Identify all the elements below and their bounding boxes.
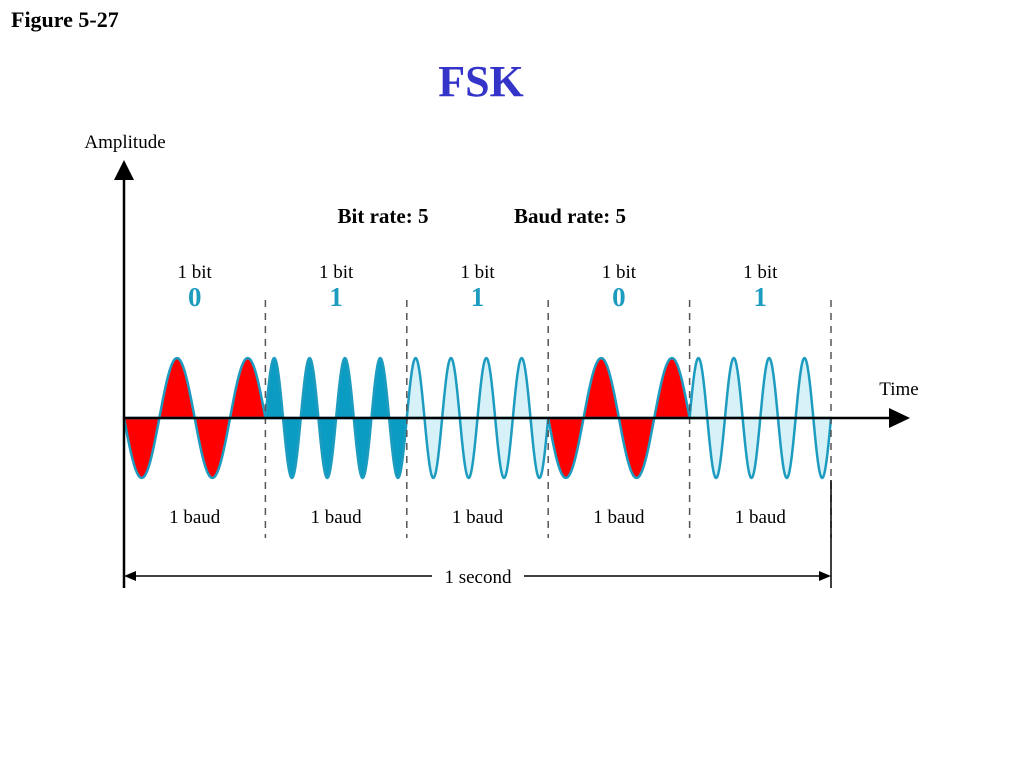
wave-lobe xyxy=(158,356,196,420)
waveforms xyxy=(122,356,833,480)
wave-lobe xyxy=(653,356,691,420)
bit-duration-label: 1 bit xyxy=(460,262,495,283)
wave-lobe xyxy=(776,416,797,480)
wave-lobe xyxy=(228,356,267,420)
wave-lobe xyxy=(352,416,373,480)
duration-arrow-right-icon xyxy=(819,571,831,581)
bit-duration-label: 1 bit xyxy=(602,262,637,283)
wave-lobe xyxy=(193,416,232,480)
baud-label: 1 baud xyxy=(735,507,787,528)
wave-lobe xyxy=(759,356,780,420)
wave-lobe xyxy=(741,416,762,480)
bit-value: 1 xyxy=(471,282,485,312)
y-axis-arrow-icon xyxy=(114,160,134,180)
wave-lobe xyxy=(440,356,462,420)
wave-lobe xyxy=(334,356,356,420)
wave-lobe xyxy=(582,356,621,420)
duration-marker: 1 second xyxy=(124,480,832,588)
wave-lobe xyxy=(812,416,833,480)
bit-duration-label: 1 bit xyxy=(743,262,778,283)
baud-label: 1 baud xyxy=(593,507,645,528)
wave-lobe xyxy=(511,356,532,420)
axes xyxy=(114,160,910,588)
wave-lobe xyxy=(794,356,815,420)
bit-value: 1 xyxy=(329,282,343,312)
wave-lobe xyxy=(493,416,515,480)
baud-rate-label: Baud rate: 5 xyxy=(514,204,626,228)
bit-rate-label: Bit rate: 5 xyxy=(338,204,429,228)
bit-duration-label: 1 bit xyxy=(319,262,354,283)
wave-lobe xyxy=(405,356,426,420)
x-axis-label: Time xyxy=(879,379,918,400)
figure-label: Figure 5-27 xyxy=(11,7,119,32)
wave-lobe xyxy=(264,356,285,420)
wave-lobe xyxy=(706,416,727,480)
baud-label: 1 baud xyxy=(169,507,221,528)
wave-lobe xyxy=(281,416,302,480)
wave-lobe xyxy=(122,416,161,480)
figure-title: FSK xyxy=(438,57,524,106)
wave-lobe xyxy=(317,416,338,480)
wave-lobe xyxy=(423,416,444,480)
wave-lobe xyxy=(546,416,585,480)
duration-label: 1 second xyxy=(444,567,512,588)
wave-lobe xyxy=(387,416,409,480)
wave-lobe xyxy=(688,356,709,420)
wave-lobe xyxy=(476,356,497,420)
baud-label: 1 baud xyxy=(311,507,363,528)
duration-arrow-left-icon xyxy=(124,571,136,581)
bit-value: 0 xyxy=(612,282,626,312)
wave-lobe xyxy=(458,416,479,480)
baud-label: 1 baud xyxy=(452,507,504,528)
bit-value: 1 xyxy=(754,282,768,312)
wave-lobe xyxy=(723,356,744,420)
y-axis-label: Amplitude xyxy=(84,132,165,153)
wave-lobe xyxy=(529,416,550,480)
wave-lobe xyxy=(370,356,391,420)
x-axis-arrow-icon xyxy=(889,408,910,428)
wave-lobe xyxy=(617,416,656,480)
bit-duration-label: 1 bit xyxy=(178,262,213,283)
bit-value: 0 xyxy=(188,282,202,312)
wave-lobe xyxy=(299,356,320,420)
